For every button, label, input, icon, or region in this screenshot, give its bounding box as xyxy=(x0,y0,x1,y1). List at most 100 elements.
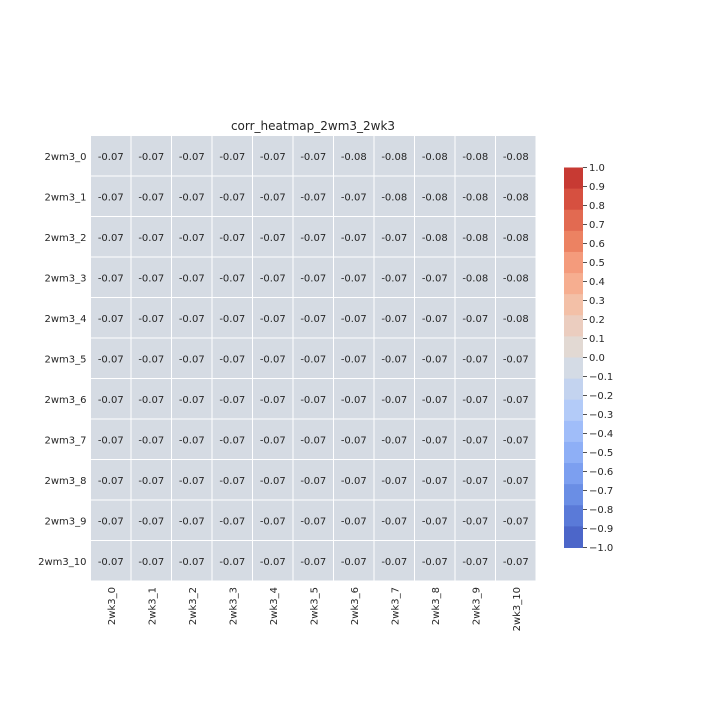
heatmap-cell xyxy=(373,418,415,460)
cell-value-label: -0.07 xyxy=(98,557,124,568)
heatmap-cell xyxy=(414,216,456,258)
heatmap-cell xyxy=(495,297,537,339)
row-label: 2wm3_7 xyxy=(44,435,86,446)
heatmap-cell xyxy=(90,459,132,501)
heatmap-cell xyxy=(90,337,132,379)
heatmap-cell xyxy=(211,337,253,379)
row-labels: 2wm3_0 2wm3_1 2wm3_2 2wm3_3 2wm3_4 2wm3_5 2wm3… xyxy=(38,152,86,568)
heatmap-cell xyxy=(252,418,294,460)
heatmap-cell xyxy=(292,297,334,339)
heatmap-cell xyxy=(333,378,375,420)
heatmap-cell xyxy=(90,297,132,339)
heatmap-cell xyxy=(454,540,496,582)
column-label: 2wk3_3 xyxy=(228,587,239,625)
heatmap-cell xyxy=(90,418,132,460)
cell-value-label: -0.07 xyxy=(300,273,326,284)
cell-value-label: -0.07 xyxy=(219,557,245,568)
cell-value-label: -0.08 xyxy=(503,192,529,203)
colorbar-tick-label: −0.6 xyxy=(589,467,613,478)
cell-value-label: -0.07 xyxy=(98,435,124,446)
colorbar: 1.0 0.9 0.8 0.7 0.6 0.5 0.4 0.3 0.2 0.1 0.0 −0.1 −0.… xyxy=(564,163,613,554)
cell-value-label: -0.08 xyxy=(341,152,367,163)
colorbar-tick-label: 0.2 xyxy=(589,315,605,326)
cell-value-label: -0.07 xyxy=(300,354,326,365)
cell-value-label: -0.07 xyxy=(422,273,448,284)
heatmap-cell xyxy=(90,540,132,582)
heatmap-cell xyxy=(90,135,132,177)
row-label: 2wm3_2 xyxy=(44,233,86,244)
colorbar-tick-label: −0.5 xyxy=(589,448,613,459)
cell-value-label: -0.07 xyxy=(300,314,326,325)
heatmap-cell xyxy=(211,418,253,460)
cell-value-label: -0.07 xyxy=(179,273,205,284)
colorbar-tick-label: 0.0 xyxy=(589,353,605,364)
heatmap-cell xyxy=(414,499,456,541)
cell-value-label: -0.07 xyxy=(300,516,326,527)
cell-value-label: -0.08 xyxy=(503,273,529,284)
colorbar-tick-label: −0.1 xyxy=(589,372,613,383)
colorbar-tick-label: 0.8 xyxy=(589,201,605,212)
cell-value-label: -0.07 xyxy=(179,476,205,487)
heatmap-cell xyxy=(90,216,132,258)
cell-value-label: -0.07 xyxy=(179,314,205,325)
heatmap-cell xyxy=(373,459,415,501)
cell-value-label: -0.07 xyxy=(381,435,407,446)
cell-value-label: -0.07 xyxy=(341,233,367,244)
cell-value-label: -0.07 xyxy=(98,192,124,203)
cell-value-label: -0.07 xyxy=(341,516,367,527)
cell-value-label: -0.07 xyxy=(462,557,488,568)
cell-value-label: -0.07 xyxy=(503,557,529,568)
colorbar-segment xyxy=(564,484,583,506)
cell-value-label: -0.07 xyxy=(422,395,448,406)
cell-value-label: -0.07 xyxy=(260,233,286,244)
cell-value-label: -0.07 xyxy=(341,354,367,365)
cell-value-label: -0.07 xyxy=(179,192,205,203)
colorbar-segment xyxy=(564,378,583,401)
colorbar-tick-label: 0.3 xyxy=(589,296,605,307)
colorbar-tick-label: −0.8 xyxy=(589,505,613,516)
cell-value-label: -0.07 xyxy=(138,557,164,568)
cell-value-label: -0.07 xyxy=(98,476,124,487)
cell-value-label: -0.07 xyxy=(260,435,286,446)
column-label: 2wk3_4 xyxy=(269,587,280,625)
cell-value-label: -0.07 xyxy=(138,233,164,244)
cell-value-label: -0.07 xyxy=(381,233,407,244)
heatmap-cell xyxy=(211,256,253,298)
cell-value-label: -0.07 xyxy=(179,435,205,446)
colorbar-segment xyxy=(564,463,583,485)
cell-value-label: -0.07 xyxy=(219,354,245,365)
heatmap-cell xyxy=(211,297,253,339)
heatmap-cell xyxy=(495,175,537,217)
cell-value-label: -0.07 xyxy=(179,354,205,365)
cell-value-label: -0.07 xyxy=(341,192,367,203)
cell-value-label: -0.07 xyxy=(381,273,407,284)
cell-value-label: -0.07 xyxy=(422,476,448,487)
colorbar-tick-label: −1.0 xyxy=(589,543,613,554)
cell-value-label: -0.07 xyxy=(300,435,326,446)
colorbar-tick-label: 0.1 xyxy=(589,334,605,345)
cell-value-label: -0.07 xyxy=(422,354,448,365)
cell-value-label: -0.07 xyxy=(260,395,286,406)
heatmap-cell xyxy=(130,297,172,339)
cell-value-label: -0.08 xyxy=(422,152,448,163)
cell-value-label: -0.07 xyxy=(422,516,448,527)
heatmap-cell xyxy=(495,216,537,258)
colorbar-segment xyxy=(564,441,583,464)
cell-value-label: -0.08 xyxy=(381,192,407,203)
cell-value-label: -0.07 xyxy=(503,516,529,527)
cell-value-label: -0.07 xyxy=(503,354,529,365)
cell-value-label: -0.07 xyxy=(422,314,448,325)
cell-value-label: -0.07 xyxy=(260,476,286,487)
heatmap-cell xyxy=(495,540,537,582)
heatmap-cell xyxy=(373,378,415,420)
heatmap-cell xyxy=(292,418,334,460)
cell-value-label: -0.07 xyxy=(422,557,448,568)
heatmap-cell xyxy=(292,337,334,379)
heatmap-cell xyxy=(373,135,415,177)
colorbar-tick-label: 1.0 xyxy=(589,163,605,174)
column-label: 2wk3_0 xyxy=(107,587,118,625)
cell-value-label: -0.07 xyxy=(300,557,326,568)
heatmap-cell xyxy=(414,337,456,379)
heatmap-cell xyxy=(495,418,537,460)
colorbar-tick-label: −0.4 xyxy=(589,429,613,440)
